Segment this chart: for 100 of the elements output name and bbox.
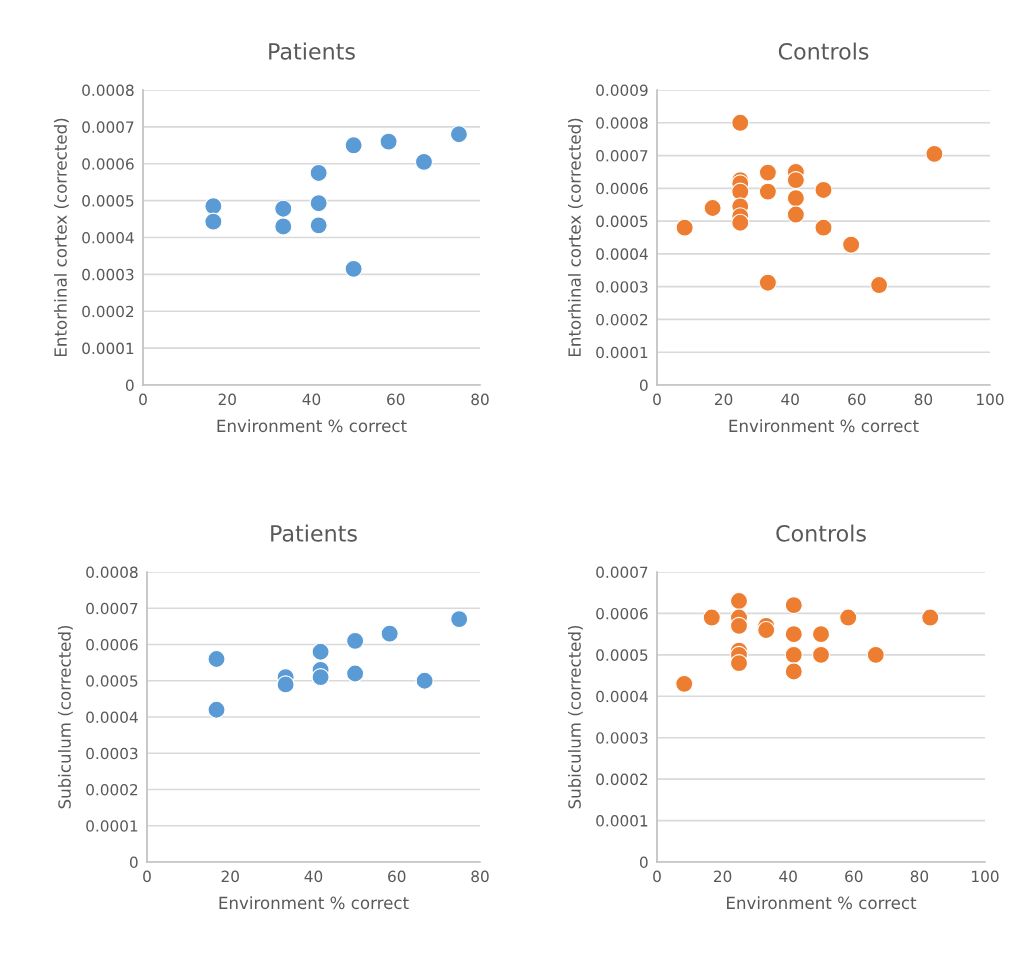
y-tick-label: 0.0004 xyxy=(596,248,648,260)
x-tick-label: 100 xyxy=(972,870,999,883)
y-tick-label: 0.0006 xyxy=(596,607,648,620)
point xyxy=(309,216,328,235)
x-tick-label: 0 xyxy=(143,870,151,883)
y-tick-label: 0.0001 xyxy=(596,815,648,827)
y-tick-label: 0.0009 xyxy=(596,84,648,97)
y-tick-label: 0.0005 xyxy=(86,675,138,687)
point xyxy=(784,662,803,681)
point xyxy=(274,217,293,236)
y-tick-label: 0.0007 xyxy=(86,602,138,615)
y-tick-label: 0.0004 xyxy=(82,231,134,244)
point xyxy=(814,180,833,200)
x-tick-label: 40 xyxy=(779,870,797,883)
y-tick-label: 0.0003 xyxy=(596,732,648,744)
point xyxy=(311,642,330,661)
point xyxy=(675,674,694,693)
point xyxy=(811,625,831,644)
point xyxy=(729,654,749,673)
x-tick-label: 40 xyxy=(304,870,323,883)
point xyxy=(784,596,803,615)
point xyxy=(379,132,398,151)
y-tick-label: 0.0001 xyxy=(596,346,648,359)
y-tick-label: 0.0003 xyxy=(82,268,134,281)
y-tick-label: 0.0002 xyxy=(82,305,134,318)
chart-title: Patients xyxy=(269,42,355,60)
y-tick-label: 0.0008 xyxy=(596,117,648,129)
y-axis-title: Entorhinal cortex (corrected) xyxy=(53,118,69,357)
point xyxy=(311,668,330,687)
point xyxy=(204,197,223,216)
point xyxy=(344,136,363,155)
x-tick-label: 60 xyxy=(848,393,866,406)
y-tick-label: 0 xyxy=(129,856,138,869)
x-axis-title: Environment % correct xyxy=(729,419,919,433)
x-axis-title: Environment % correct xyxy=(727,896,917,910)
x-tick-label: 0 xyxy=(653,393,661,406)
point xyxy=(702,608,721,627)
point xyxy=(758,273,777,292)
point xyxy=(866,645,885,664)
x-tick-label: 20 xyxy=(715,393,733,406)
point xyxy=(675,218,694,237)
y-axis-title: Subiculum (corrected) xyxy=(57,625,73,809)
point xyxy=(207,649,226,669)
point xyxy=(274,199,293,218)
point xyxy=(786,189,805,208)
x-tick-label: 60 xyxy=(845,870,863,883)
y-tick-label: 0.0003 xyxy=(86,747,138,760)
x-axis-title: Environment % correct xyxy=(217,419,407,433)
point xyxy=(811,645,831,664)
x-tick-label: 0 xyxy=(139,393,147,406)
x-tick-label: 100 xyxy=(977,393,1004,406)
point xyxy=(757,620,776,640)
x-tick-label: 20 xyxy=(221,870,239,883)
y-axis-title: Subiculum (corrected) xyxy=(567,625,583,809)
x-tick-label: 80 xyxy=(471,393,489,406)
y-tick-label: 0.0001 xyxy=(86,820,138,832)
point xyxy=(786,171,805,190)
point xyxy=(758,163,777,182)
y-tick-label: 0.0003 xyxy=(596,281,648,293)
y-tick-label: 0 xyxy=(639,856,648,869)
y-tick-label: 0.0004 xyxy=(86,711,138,724)
point xyxy=(870,275,889,295)
x-tick-label: 20 xyxy=(218,393,236,406)
y-tick-label: 0.0007 xyxy=(596,150,648,162)
chart-title: Controls xyxy=(776,524,866,542)
x-tick-label: 60 xyxy=(387,393,405,406)
x-tick-label: 80 xyxy=(914,393,933,406)
x-tick-label: 40 xyxy=(302,393,321,406)
point xyxy=(784,625,803,644)
point xyxy=(784,645,803,664)
point xyxy=(842,235,861,254)
point xyxy=(758,182,777,201)
x-axis-title: Environment % correct xyxy=(219,896,409,910)
chart-title: Patients xyxy=(271,524,357,542)
point xyxy=(786,205,805,224)
y-tick-label: 0.0006 xyxy=(82,158,134,170)
point xyxy=(731,113,750,132)
point xyxy=(415,671,434,690)
point xyxy=(344,259,363,278)
point xyxy=(346,664,365,683)
x-tick-label: 0 xyxy=(653,870,661,883)
y-tick-label: 0.0007 xyxy=(596,566,648,579)
point xyxy=(380,624,399,643)
y-tick-label: 0.0008 xyxy=(82,84,134,97)
point xyxy=(925,144,944,163)
point xyxy=(414,152,434,171)
point xyxy=(839,608,858,627)
chart-title: Controls xyxy=(778,42,869,60)
point xyxy=(729,616,749,635)
point xyxy=(207,700,226,719)
point xyxy=(309,163,328,183)
point xyxy=(309,194,328,213)
x-tick-label: 60 xyxy=(388,870,406,883)
y-tick-label: 0.0005 xyxy=(82,195,134,207)
y-tick-label: 0.0002 xyxy=(86,783,138,796)
point xyxy=(276,675,295,694)
y-tick-label: 0.0002 xyxy=(596,773,648,786)
y-tick-label: 0.0005 xyxy=(596,649,648,661)
y-tick-label: 0.0008 xyxy=(86,566,138,579)
point xyxy=(449,125,468,144)
